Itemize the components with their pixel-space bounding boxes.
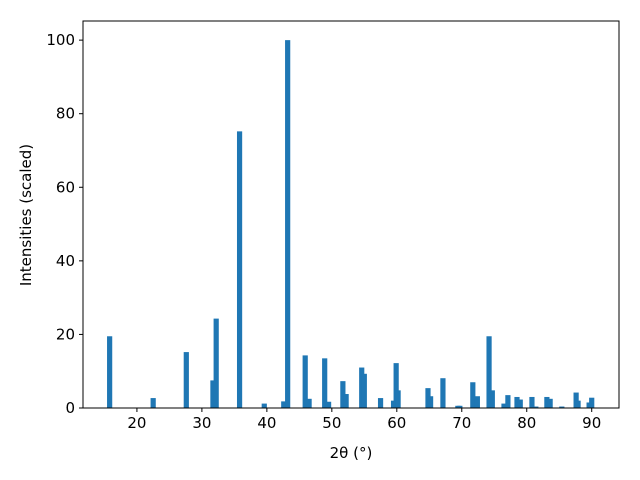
bar: [302, 355, 308, 408]
bar: [559, 406, 565, 408]
bar: [425, 388, 431, 408]
y-axis-label: Intensities (scaled): [17, 144, 35, 286]
bar: [533, 406, 539, 408]
x-tick-label: 80: [517, 414, 536, 432]
bar: [544, 396, 550, 408]
bar: [322, 358, 328, 408]
bar: [440, 378, 446, 408]
bar: [285, 40, 291, 409]
x-tick-label: 70: [452, 414, 471, 432]
bar: [340, 381, 346, 408]
y-tick-label: 100: [46, 31, 75, 49]
y-tick-label: 60: [56, 178, 75, 196]
bar: [589, 397, 595, 408]
bar: [261, 403, 267, 408]
x-tick-label: 20: [127, 414, 146, 432]
bar: [457, 405, 463, 408]
bar: [281, 401, 287, 408]
x-tick-label: 50: [322, 414, 341, 432]
bar: [107, 336, 113, 408]
bar: [183, 352, 189, 408]
bar: [501, 403, 507, 408]
bar: [517, 399, 523, 408]
bar: [325, 401, 332, 408]
bar: [529, 396, 535, 408]
y-tick-label: 0: [65, 399, 75, 417]
bar: [361, 373, 367, 408]
bar: [474, 396, 480, 408]
bar: [343, 394, 349, 408]
x-tick-label: 40: [257, 414, 276, 432]
y-tick-label: 20: [56, 325, 75, 343]
bar: [586, 402, 592, 408]
bar: [213, 318, 219, 408]
bar: [377, 398, 384, 408]
bar: [236, 131, 243, 409]
bar: [514, 396, 520, 408]
bar: [150, 398, 156, 408]
x-tick-label: 30: [192, 414, 211, 432]
bar: [575, 400, 581, 408]
bar: [489, 390, 495, 408]
x-tick-label: 60: [387, 414, 406, 432]
bar: [306, 398, 312, 408]
bar: [210, 380, 216, 408]
bar: [573, 392, 579, 408]
x-axis-label: 2θ (°): [330, 444, 373, 462]
bar: [470, 382, 476, 408]
bar: [395, 390, 401, 408]
bar: [427, 396, 434, 408]
x-tick-label: 90: [582, 414, 601, 432]
bar: [505, 395, 511, 408]
bar: [547, 398, 553, 408]
y-tick-label: 80: [56, 105, 75, 123]
y-tick-label: 40: [56, 252, 75, 270]
bar: [393, 363, 399, 408]
bar: [486, 336, 492, 408]
plot-frame: [82, 20, 620, 409]
